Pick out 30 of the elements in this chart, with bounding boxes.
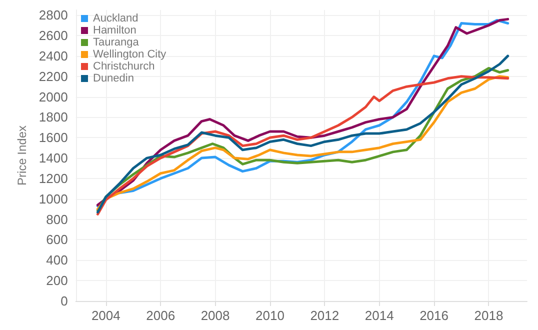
y-tick-label: 400 xyxy=(46,252,68,268)
y-axis-title: Price Index xyxy=(15,125,29,186)
y-tick-label: 1600 xyxy=(38,130,68,146)
x-tick-label: 2014 xyxy=(364,308,394,323)
y-tick-label: 2800 xyxy=(38,8,68,23)
x-tick-label: 2012 xyxy=(310,308,340,323)
legend-label: Wellington City xyxy=(93,48,167,60)
legend-label: Christchurch xyxy=(93,60,155,72)
y-tick-label: 2200 xyxy=(38,68,68,84)
legend-label: Hamilton xyxy=(93,24,136,36)
x-tick-label: 2008 xyxy=(200,308,230,323)
y-tick-label: 800 xyxy=(46,212,68,227)
x-tick-label: 2016 xyxy=(420,308,448,323)
y-tick-label: 200 xyxy=(46,273,68,288)
y-tick-label: 1400 xyxy=(38,150,68,166)
y-tick-label: 2600 xyxy=(38,28,68,44)
y-tick-label: 1200 xyxy=(38,170,68,186)
y-tick-label: 1000 xyxy=(38,191,68,206)
x-tick-label: 2010 xyxy=(256,308,284,323)
y-tick-label: 0 xyxy=(60,294,68,308)
x-tick-label: 2004 xyxy=(91,308,120,323)
x-tick-label: 2018 xyxy=(474,308,504,323)
x-tick-label: 2006 xyxy=(146,308,176,323)
legend-label: Tauranga xyxy=(93,36,140,48)
legend-label: Auckland xyxy=(93,12,138,24)
y-tick-label: 600 xyxy=(46,232,68,248)
legend-label: Dunedin xyxy=(93,72,134,84)
y-tick-label: 2000 xyxy=(38,89,68,104)
y-tick-label: 1800 xyxy=(38,110,68,125)
y-tick-label: 2400 xyxy=(38,48,68,64)
